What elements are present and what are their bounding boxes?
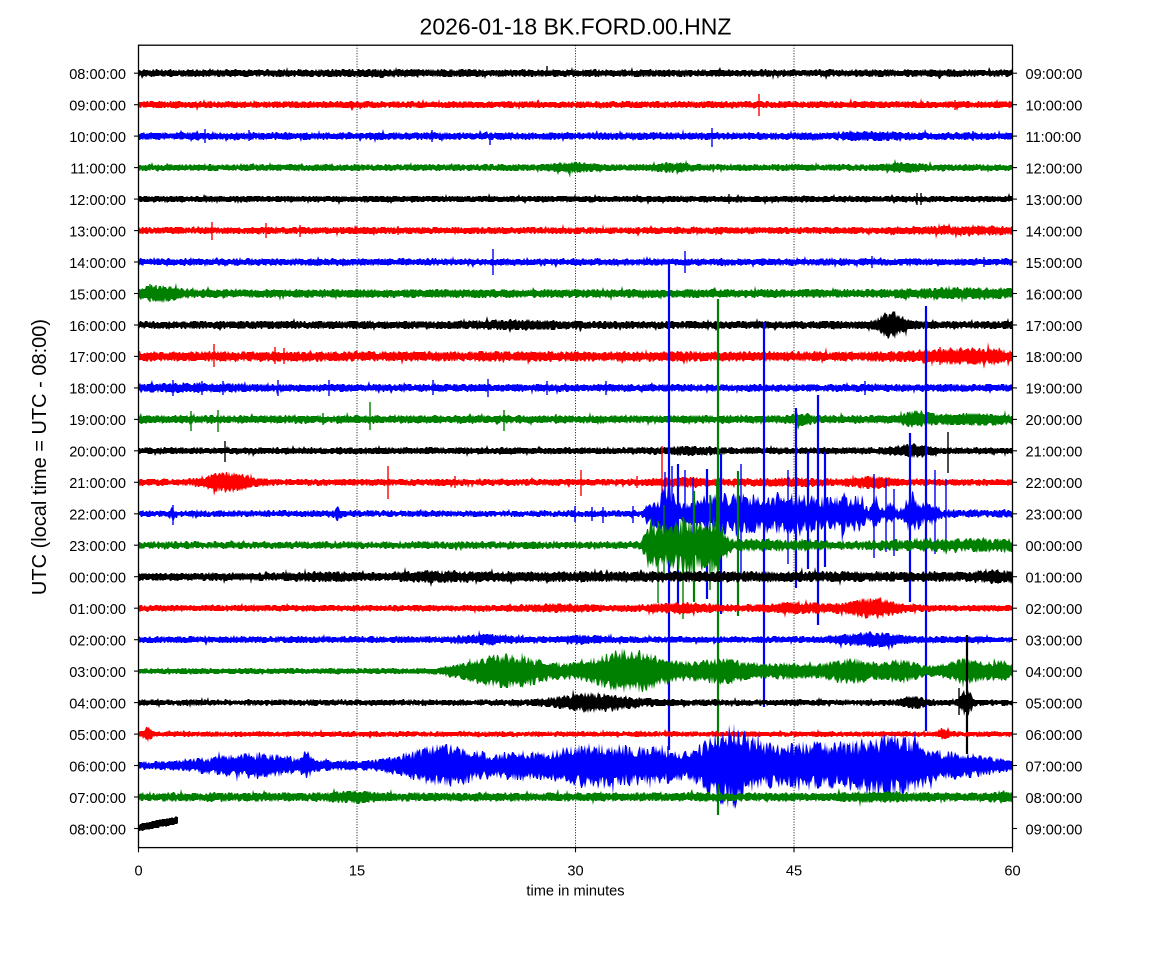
svg-text:19:00:00: 19:00:00 bbox=[69, 413, 126, 429]
svg-text:06:00:00: 06:00:00 bbox=[69, 759, 126, 775]
svg-text:16:00:00: 16:00:00 bbox=[1026, 287, 1083, 303]
svg-text:15:00:00: 15:00:00 bbox=[69, 287, 126, 303]
svg-text:14:00:00: 14:00:00 bbox=[69, 256, 126, 272]
svg-text:04:00:00: 04:00:00 bbox=[1026, 665, 1083, 681]
svg-text:14:00:00: 14:00:00 bbox=[1026, 224, 1083, 240]
svg-text:10:00:00: 10:00:00 bbox=[69, 130, 126, 146]
svg-text:01:00:00: 01:00:00 bbox=[69, 602, 126, 618]
svg-text:12:00:00: 12:00:00 bbox=[1026, 161, 1083, 177]
svg-text:12:00:00: 12:00:00 bbox=[69, 193, 126, 209]
svg-text:05:00:00: 05:00:00 bbox=[1026, 696, 1083, 712]
svg-text:07:00:00: 07:00:00 bbox=[1026, 759, 1083, 775]
svg-text:21:00:00: 21:00:00 bbox=[69, 476, 126, 492]
svg-text:09:00:00: 09:00:00 bbox=[1026, 67, 1083, 83]
svg-text:11:00:00: 11:00:00 bbox=[1026, 130, 1082, 146]
svg-text:16:00:00: 16:00:00 bbox=[69, 319, 126, 335]
svg-text:time in minutes: time in minutes bbox=[526, 884, 624, 900]
svg-text:22:00:00: 22:00:00 bbox=[69, 508, 126, 524]
svg-text:23:00:00: 23:00:00 bbox=[69, 539, 126, 555]
svg-text:60: 60 bbox=[1004, 864, 1020, 880]
svg-text:01:00:00: 01:00:00 bbox=[1026, 571, 1083, 587]
svg-text:18:00:00: 18:00:00 bbox=[69, 382, 126, 398]
svg-text:15:00:00: 15:00:00 bbox=[1026, 256, 1083, 272]
svg-text:09:00:00: 09:00:00 bbox=[69, 99, 126, 115]
svg-text:17:00:00: 17:00:00 bbox=[1026, 319, 1083, 335]
svg-text:15: 15 bbox=[349, 864, 365, 880]
svg-text:UTC (local time = UTC - 08:00): UTC (local time = UTC - 08:00) bbox=[29, 319, 51, 595]
svg-text:21:00:00: 21:00:00 bbox=[1026, 445, 1083, 461]
svg-text:07:00:00: 07:00:00 bbox=[69, 791, 126, 807]
svg-text:20:00:00: 20:00:00 bbox=[1026, 413, 1083, 429]
svg-text:0: 0 bbox=[134, 864, 142, 880]
svg-text:06:00:00: 06:00:00 bbox=[1026, 728, 1083, 744]
svg-text:03:00:00: 03:00:00 bbox=[1026, 634, 1083, 650]
svg-text:20:00:00: 20:00:00 bbox=[69, 445, 126, 461]
svg-text:02:00:00: 02:00:00 bbox=[69, 634, 126, 650]
svg-text:23:00:00: 23:00:00 bbox=[1026, 508, 1083, 524]
svg-text:13:00:00: 13:00:00 bbox=[69, 224, 126, 240]
svg-text:03:00:00: 03:00:00 bbox=[69, 665, 126, 681]
svg-text:10:00:00: 10:00:00 bbox=[1026, 99, 1083, 115]
svg-text:11:00:00: 11:00:00 bbox=[70, 161, 126, 177]
svg-text:00:00:00: 00:00:00 bbox=[1026, 539, 1083, 555]
svg-text:00:00:00: 00:00:00 bbox=[69, 571, 126, 587]
svg-text:45: 45 bbox=[786, 864, 802, 880]
svg-text:13:00:00: 13:00:00 bbox=[1026, 193, 1083, 209]
svg-text:08:00:00: 08:00:00 bbox=[1026, 791, 1083, 807]
svg-text:17:00:00: 17:00:00 bbox=[69, 350, 126, 366]
svg-text:02:00:00: 02:00:00 bbox=[1026, 602, 1083, 618]
svg-text:09:00:00: 09:00:00 bbox=[1026, 822, 1083, 838]
svg-text:2026-01-18 BK.FORD.00.HNZ: 2026-01-18 BK.FORD.00.HNZ bbox=[420, 14, 732, 40]
svg-text:18:00:00: 18:00:00 bbox=[1026, 350, 1083, 366]
svg-text:04:00:00: 04:00:00 bbox=[69, 696, 126, 712]
svg-text:30: 30 bbox=[567, 864, 583, 880]
svg-text:22:00:00: 22:00:00 bbox=[1026, 476, 1083, 492]
svg-text:05:00:00: 05:00:00 bbox=[69, 728, 126, 744]
svg-text:19:00:00: 19:00:00 bbox=[1026, 382, 1083, 398]
svg-text:08:00:00: 08:00:00 bbox=[69, 67, 126, 83]
svg-text:08:00:00: 08:00:00 bbox=[69, 822, 126, 838]
